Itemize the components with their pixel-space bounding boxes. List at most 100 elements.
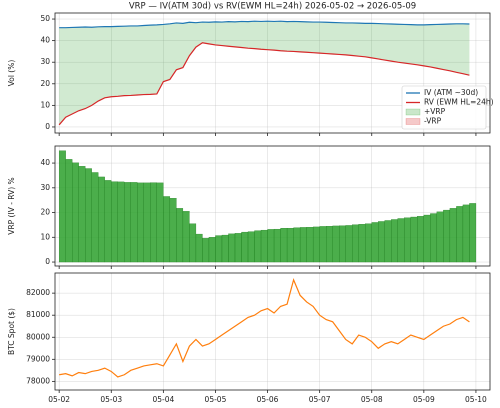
bar [182, 211, 190, 263]
bar [130, 182, 138, 263]
bar [78, 166, 86, 263]
line [59, 20, 470, 29]
bar [150, 182, 157, 263]
y-axis-label: Vol (%) [7, 60, 16, 87]
bar [456, 206, 464, 263]
x-tick-label: 05-08 [361, 395, 383, 404]
bar [85, 168, 92, 263]
bar [417, 216, 424, 263]
bar [397, 218, 405, 263]
bar [312, 226, 320, 263]
y-tick-label: 78000 [26, 376, 50, 385]
bar [410, 216, 418, 263]
bar [65, 159, 73, 263]
bar [378, 221, 385, 263]
y-tick-label: 20 [40, 208, 50, 217]
bar [143, 182, 151, 263]
x-tick-label: 05-03 [100, 395, 122, 404]
x-tick-label: 05-10 [465, 395, 487, 404]
bar [72, 162, 79, 263]
y-tick-label: 40 [40, 158, 50, 167]
x-tick-label: 05-05 [205, 395, 227, 404]
y-tick-label: 82000 [26, 288, 50, 297]
legend-label: +VRP [424, 107, 446, 116]
bar [215, 235, 223, 263]
axes-frame [54, 272, 491, 391]
bar [260, 229, 268, 263]
x-tick-label: 05-07 [309, 395, 331, 404]
bar [443, 209, 451, 263]
line [59, 278, 470, 378]
y-tick-label: 0 [45, 122, 50, 131]
legend-swatch [405, 118, 421, 125]
bar [449, 208, 457, 263]
bar [299, 227, 307, 263]
legend-label: -VRP [424, 117, 442, 126]
line [58, 42, 470, 126]
bar [469, 203, 477, 263]
bar [228, 233, 236, 263]
bar [371, 222, 379, 263]
y-axis-label: VRP (IV - RV) % [7, 177, 16, 234]
bar [280, 227, 288, 263]
y-tick-label: 30 [40, 183, 50, 192]
bar [319, 226, 327, 263]
bar [241, 231, 249, 263]
bar [430, 213, 438, 263]
y-tick-label: 50 [40, 14, 50, 23]
bar [436, 211, 444, 263]
bar [293, 227, 301, 263]
bar [98, 176, 105, 263]
bar [286, 227, 294, 263]
y-axis-label: BTC Spot ($) [7, 308, 16, 355]
bar [423, 214, 431, 263]
bar [358, 224, 366, 263]
bar [169, 198, 177, 263]
bar [163, 196, 171, 263]
y-tick-label: 81000 [26, 310, 50, 319]
subplot: BTC Spot ($) 78000 79000 80000 81000 82000 05-… [7, 272, 491, 404]
x-tick-label: 05-02 [48, 395, 70, 404]
subplot: VRP — IV(ATM 30d) vs RV(EWM HL=24h) 2026… [7, 2, 494, 136]
bar [254, 230, 262, 263]
y-tick-label: 20 [40, 79, 50, 88]
y-tick-label: 40 [40, 36, 50, 45]
bar [365, 223, 372, 263]
bar [195, 233, 203, 263]
bar [326, 226, 333, 263]
y-tick-label: 0 [45, 257, 50, 266]
bar [91, 172, 99, 263]
subplot: VRP (IV - RV) % 0 10 20 30 40 [7, 145, 491, 269]
legend-label: RV (EWM HL=24h) [424, 98, 494, 107]
bar [332, 225, 340, 263]
legend-swatch [405, 108, 421, 116]
bar [462, 204, 470, 263]
bar [247, 231, 255, 263]
y-tick-label: 10 [40, 100, 50, 109]
bar [59, 150, 66, 263]
bar [267, 229, 275, 263]
legend-label: IV (ATM ~30d) [424, 88, 478, 97]
legend-box [401, 85, 487, 130]
bar [391, 219, 398, 263]
bar [306, 227, 314, 263]
bar [273, 228, 281, 263]
y-tick-label: 10 [40, 232, 50, 241]
bar [221, 234, 229, 263]
bar [189, 223, 197, 263]
bar [208, 237, 216, 263]
bar [345, 225, 353, 263]
bar [137, 182, 144, 263]
bar [404, 217, 411, 263]
vrp-fill [59, 21, 470, 125]
bar [339, 225, 346, 263]
bar [384, 220, 392, 263]
bar [202, 238, 210, 263]
y-tick-label: 80000 [26, 332, 50, 341]
chart-title: VRP — IV(ATM 30d) vs RV(EWM HL=24h) 2026… [129, 2, 416, 12]
x-tick-label: 05-06 [257, 395, 279, 404]
y-tick-label: 79000 [26, 354, 50, 363]
bar [176, 208, 184, 263]
bar [111, 181, 118, 263]
